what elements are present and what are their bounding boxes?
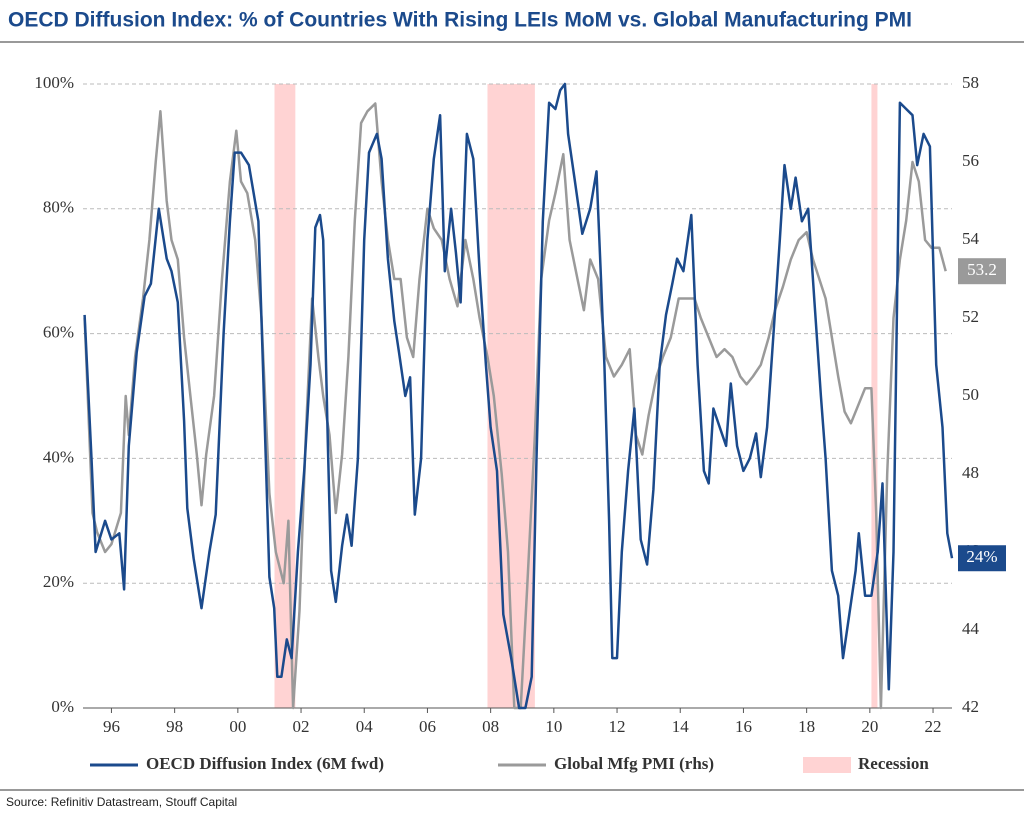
x-tick-label: 04	[356, 717, 374, 736]
y-tick-label: 80%	[43, 198, 74, 217]
y2-tick-label: 52	[962, 307, 979, 326]
legend-label: Global Mfg PMI (rhs)	[554, 754, 714, 773]
recession-band	[871, 84, 878, 708]
y-tick-label: 60%	[43, 323, 74, 342]
y-tick-label: 20%	[43, 572, 74, 591]
y2-tick-label: 58	[962, 73, 979, 92]
x-tick-label: 14	[672, 717, 690, 736]
x-tick-label: 10	[545, 717, 562, 736]
x-tick-label: 08	[482, 717, 499, 736]
y2-tick-label: 44	[962, 619, 980, 638]
x-tick-label: 06	[419, 717, 436, 736]
x-tick-label: 18	[798, 717, 815, 736]
y-tick-label: 100%	[34, 73, 74, 92]
x-tick-label: 22	[925, 717, 942, 736]
x-tick-label: 02	[293, 717, 310, 736]
chart-title: OECD Diffusion Index: % of Countries Wit…	[8, 9, 912, 32]
recession-band	[274, 84, 296, 708]
end-label: 24%	[966, 547, 997, 566]
x-tick-label: 20	[861, 717, 878, 736]
y-tick-label: 40%	[43, 447, 74, 466]
end-label-box	[958, 545, 1006, 572]
y2-tick-label: 48	[962, 463, 979, 482]
y2-tick-label: 54	[962, 229, 980, 248]
legend-label: OECD Diffusion Index (6M fwd)	[146, 754, 384, 773]
y2-tick-label: 50	[962, 385, 979, 404]
legend-label: Recession	[858, 754, 929, 773]
source: Source: Refinitiv Datastream, Stouff Cap…	[6, 795, 237, 809]
x-tick-label: 12	[609, 717, 626, 736]
legend-swatch	[803, 757, 851, 773]
end-label: 53.2	[967, 260, 997, 279]
end-label-box	[958, 258, 1006, 285]
x-tick-label: 00	[229, 717, 246, 736]
x-tick-label: 16	[735, 717, 752, 736]
series-line	[83, 82, 954, 710]
x-tick-label: 98	[166, 717, 183, 736]
y2-tick-label: 56	[962, 151, 979, 170]
x-tick-label: 96	[103, 717, 120, 736]
y2-tick-label: 42	[962, 697, 979, 716]
y-tick-label: 0%	[51, 697, 74, 716]
